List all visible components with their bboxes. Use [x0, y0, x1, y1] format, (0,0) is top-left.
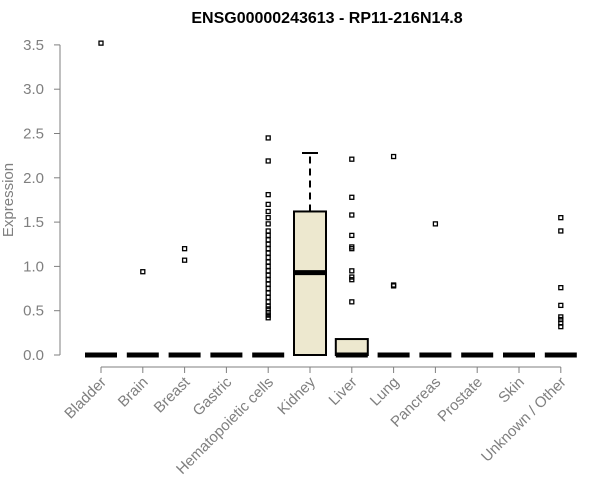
outlier-point: [265, 201, 271, 208]
outlier-point: [265, 299, 271, 305]
x-tick-label: Skin: [495, 374, 528, 407]
outlier-point: [265, 315, 271, 321]
box-series: [85, 40, 577, 358]
outlier-point: [349, 194, 355, 200]
outlier-point: [265, 158, 271, 164]
outlier-point: [349, 299, 355, 305]
outlier-point: [558, 215, 564, 221]
outlier-point: [265, 135, 271, 141]
outlier-point: [265, 268, 271, 274]
box-group: [334, 156, 369, 358]
x-tick-label: Lung: [367, 374, 403, 410]
y-axis-label: Expression: [0, 163, 17, 237]
box-group: [377, 153, 410, 358]
outlier-point: [181, 246, 188, 252]
outlier-point: [558, 302, 564, 309]
outlier-point: [98, 40, 104, 46]
x-tick-label: Breast: [151, 373, 194, 416]
box-group: [419, 221, 452, 358]
outlier-point: [181, 257, 188, 263]
y-tick-label: 3.5: [23, 37, 44, 54]
x-tick-label: Prostate: [434, 374, 486, 426]
outlier-point: [265, 281, 271, 287]
outlier-point: [265, 208, 271, 215]
outlier-point: [265, 259, 271, 265]
outlier-point: [265, 221, 271, 227]
outlier-point: [558, 228, 564, 234]
x-tick-label: Kidney: [274, 373, 319, 418]
box-group: [252, 135, 285, 358]
outlier-point: [265, 306, 271, 312]
outlier-point: [349, 268, 355, 274]
outlier-point: [265, 241, 271, 247]
outlier-point: [390, 282, 397, 288]
x-tick-label: Brain: [115, 374, 152, 411]
outlier-point: [265, 254, 271, 261]
y-tick-label: 2.0: [23, 170, 44, 187]
outlier-point: [349, 156, 355, 162]
outlier-point: [265, 232, 271, 239]
outlier-point: [390, 153, 397, 160]
outlier-point: [265, 285, 271, 292]
y-tick-label: 1.0: [23, 258, 44, 275]
outlier-point: [558, 316, 564, 323]
outlier-point: [140, 269, 146, 275]
outlier-point: [265, 290, 271, 296]
outlier-point: [349, 232, 355, 239]
box-group: [544, 215, 577, 358]
outlier-point: [265, 228, 271, 234]
outlier-point: [265, 312, 271, 318]
outlier-point: [349, 277, 355, 283]
outlier-point: [349, 244, 355, 250]
y-tick-label: 1.5: [23, 214, 44, 231]
outlier-point: [265, 303, 271, 309]
box-group: [168, 246, 201, 358]
outlier-point: [349, 274, 355, 280]
box-body: [293, 210, 327, 356]
outlier-point: [265, 250, 271, 256]
outlier-point: [265, 215, 271, 221]
outlier-point: [558, 314, 564, 320]
y-tick-label: 0.0: [23, 347, 44, 364]
outlier-point: [265, 237, 271, 243]
outlier-point: [265, 263, 271, 270]
chart-title: ENSG00000243613 - RP11-216N14.8: [191, 10, 462, 27]
outlier-point: [349, 212, 355, 218]
y-axis: 0.0 0.5 1.0 1.5 2.0 2.5 3.0 3.5: [23, 37, 61, 364]
x-tick-label: Liver: [326, 374, 361, 409]
outlier-point: [558, 285, 564, 291]
x-tick-label: Bladder: [61, 374, 110, 423]
outlier-point: [265, 277, 271, 283]
outlier-point: [265, 294, 271, 301]
y-tick-label: 2.5: [23, 126, 44, 143]
box-group: [126, 269, 159, 358]
y-tick-label: 0.5: [23, 303, 44, 320]
box-group: [293, 151, 327, 356]
box-group: [85, 40, 117, 358]
y-tick-label: 3.0: [23, 81, 44, 98]
outlier-point: [265, 246, 271, 252]
outlier-point: [265, 272, 271, 278]
outlier-point: [432, 221, 439, 227]
outlier-point: [265, 191, 271, 198]
